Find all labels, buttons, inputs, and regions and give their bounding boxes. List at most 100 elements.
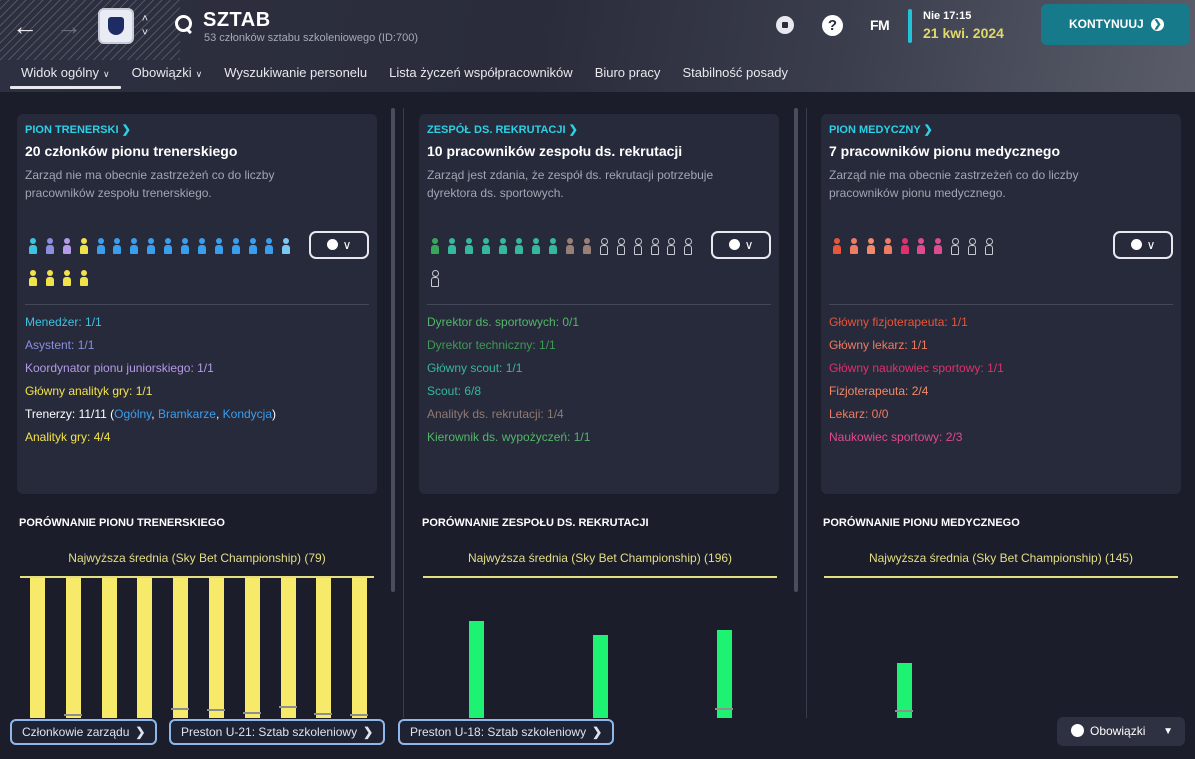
person-icon[interactable]: [262, 238, 279, 258]
person-icon[interactable]: [26, 238, 43, 258]
scrollbar[interactable]: [391, 108, 395, 592]
comparison-bar[interactable]: [897, 662, 912, 718]
tab-1[interactable]: Obowiązki ∨: [121, 60, 214, 90]
vacant-person-icon[interactable]: [614, 238, 631, 258]
related-staff-button[interactable]: Preston U-21: Sztab szkoleniowy ❯: [169, 719, 386, 745]
search-icon[interactable]: [174, 14, 194, 34]
comparison-bar[interactable]: [717, 630, 732, 718]
person-icon[interactable]: [144, 238, 161, 258]
role-row[interactable]: Analityk ds. rekrutacji: 1/4: [427, 403, 590, 426]
club-crest-icon[interactable]: [98, 8, 134, 44]
person-icon[interactable]: [496, 238, 513, 258]
comparison-bar[interactable]: [209, 578, 224, 718]
vacant-person-icon[interactable]: [648, 238, 665, 258]
section-link[interactable]: PION MEDYCZNY ❯: [829, 124, 933, 136]
role-row[interactable]: Główny lekarz: 1/1: [829, 334, 1004, 357]
related-staff-button[interactable]: Członkowie zarządu ❯: [10, 719, 158, 745]
person-icon[interactable]: [60, 270, 77, 290]
person-icon[interactable]: [279, 238, 296, 258]
person-icon[interactable]: [43, 270, 60, 290]
vacant-person-icon[interactable]: [597, 238, 614, 258]
comparison-bar[interactable]: [137, 578, 153, 718]
vacant-person-icon[interactable]: [948, 238, 965, 258]
comparison-bar[interactable]: [469, 621, 484, 718]
person-icon[interactable]: [914, 238, 931, 258]
back-arrow-icon[interactable]: ←: [12, 11, 38, 41]
person-icon[interactable]: [864, 238, 881, 258]
section-link[interactable]: ZESPÓŁ DS. REKRUTACJI ❯: [427, 124, 578, 136]
person-icon[interactable]: [43, 238, 60, 258]
role-row[interactable]: Kierownik ds. wypożyczeń: 1/1: [427, 426, 590, 449]
role-row[interactable]: Dyrektor techniczny: 1/1: [427, 334, 590, 357]
comparison-bar[interactable]: [173, 578, 189, 718]
person-icon[interactable]: [445, 238, 462, 258]
tab-4[interactable]: Biuro pracy: [584, 60, 672, 90]
forward-arrow-icon[interactable]: →: [56, 11, 82, 41]
role-row[interactable]: Główny naukowiec sportowy: 1/1: [829, 357, 1004, 380]
person-icon[interactable]: [195, 238, 212, 258]
person-icon[interactable]: [60, 238, 77, 258]
person-icon[interactable]: [178, 238, 195, 258]
vacant-person-icon[interactable]: [681, 238, 698, 258]
person-icon[interactable]: [77, 238, 94, 258]
comparison-bar[interactable]: [280, 578, 296, 718]
role-row[interactable]: Lekarz: 0/0: [829, 403, 1004, 426]
role-row[interactable]: Trenerzy: 11/11 (Ogólny, Bramkarze, Kond…: [25, 403, 276, 426]
comparison-bar[interactable]: [244, 578, 260, 718]
person-icon[interactable]: [127, 238, 144, 258]
football-icon[interactable]: [776, 16, 794, 34]
role-row[interactable]: Scout: 6/8: [427, 380, 590, 403]
person-icon[interactable]: [77, 270, 94, 290]
role-row[interactable]: Główny analityk gry: 1/1: [25, 380, 276, 403]
person-icon[interactable]: [246, 238, 263, 258]
role-row[interactable]: Naukowiec sportowy: 2/3: [829, 426, 1004, 449]
person-icon[interactable]: [830, 238, 847, 258]
scrollbar[interactable]: [794, 108, 798, 592]
section-link[interactable]: PION TRENERSKI ❯: [25, 124, 131, 136]
person-icon[interactable]: [110, 238, 127, 258]
person-icon[interactable]: [26, 270, 43, 290]
add-staff-dropdown-button[interactable]: ∨: [1113, 231, 1173, 259]
related-staff-button[interactable]: Preston U-18: Sztab szkoleniowy ❯: [398, 719, 615, 745]
role-row[interactable]: Główny fizjoterapeuta: 1/1: [829, 311, 1004, 334]
person-icon[interactable]: [512, 238, 529, 258]
person-icon[interactable]: [479, 238, 496, 258]
comparison-bar[interactable]: [101, 578, 117, 718]
add-staff-dropdown-button[interactable]: ∨: [711, 231, 771, 259]
current-time[interactable]: Nie 17:15: [923, 10, 972, 22]
person-icon[interactable]: [546, 238, 563, 258]
person-icon[interactable]: [931, 238, 948, 258]
role-row[interactable]: Menedżer: 1/1: [25, 311, 276, 334]
tab-2[interactable]: Wyszukiwanie personelu: [213, 60, 378, 90]
person-icon[interactable]: [212, 238, 229, 258]
person-icon[interactable]: [580, 238, 597, 258]
vacant-person-icon[interactable]: [965, 238, 982, 258]
tab-5[interactable]: Stabilność posady: [671, 60, 799, 90]
comparison-bar[interactable]: [352, 578, 368, 718]
add-staff-dropdown-button[interactable]: ∨: [309, 231, 369, 259]
vacant-person-icon[interactable]: [631, 238, 648, 258]
vacant-person-icon[interactable]: [664, 238, 681, 258]
role-link[interactable]: Ogólny: [114, 407, 152, 421]
fm-menu-icon[interactable]: FM: [870, 17, 890, 33]
duties-dropdown-button[interactable]: Obowiązki ▼: [1057, 717, 1185, 746]
person-icon[interactable]: [161, 238, 178, 258]
help-icon[interactable]: ?: [822, 15, 843, 36]
vacant-person-icon[interactable]: [428, 270, 445, 290]
comparison-bar[interactable]: [65, 578, 81, 718]
person-icon[interactable]: [881, 238, 898, 258]
continue-button[interactable]: KONTYNUUJ ❯: [1041, 4, 1190, 45]
person-icon[interactable]: [529, 238, 546, 258]
role-row[interactable]: Asystent: 1/1: [25, 334, 276, 357]
current-date[interactable]: 21 kwi. 2024: [923, 25, 1004, 41]
role-row[interactable]: Fizjoterapeuta: 2/4: [829, 380, 1004, 403]
comparison-bar[interactable]: [30, 578, 45, 718]
person-icon[interactable]: [898, 238, 915, 258]
role-link[interactable]: Kondycja: [222, 407, 273, 421]
person-icon[interactable]: [462, 238, 479, 258]
club-switch-updown-icon[interactable]: ˄ ˅: [141, 13, 149, 39]
person-icon[interactable]: [229, 238, 246, 258]
role-row[interactable]: Koordynator pionu juniorskiego: 1/1: [25, 357, 276, 380]
person-icon[interactable]: [563, 238, 580, 258]
tab-0[interactable]: Widok ogólny ∨: [10, 60, 121, 90]
